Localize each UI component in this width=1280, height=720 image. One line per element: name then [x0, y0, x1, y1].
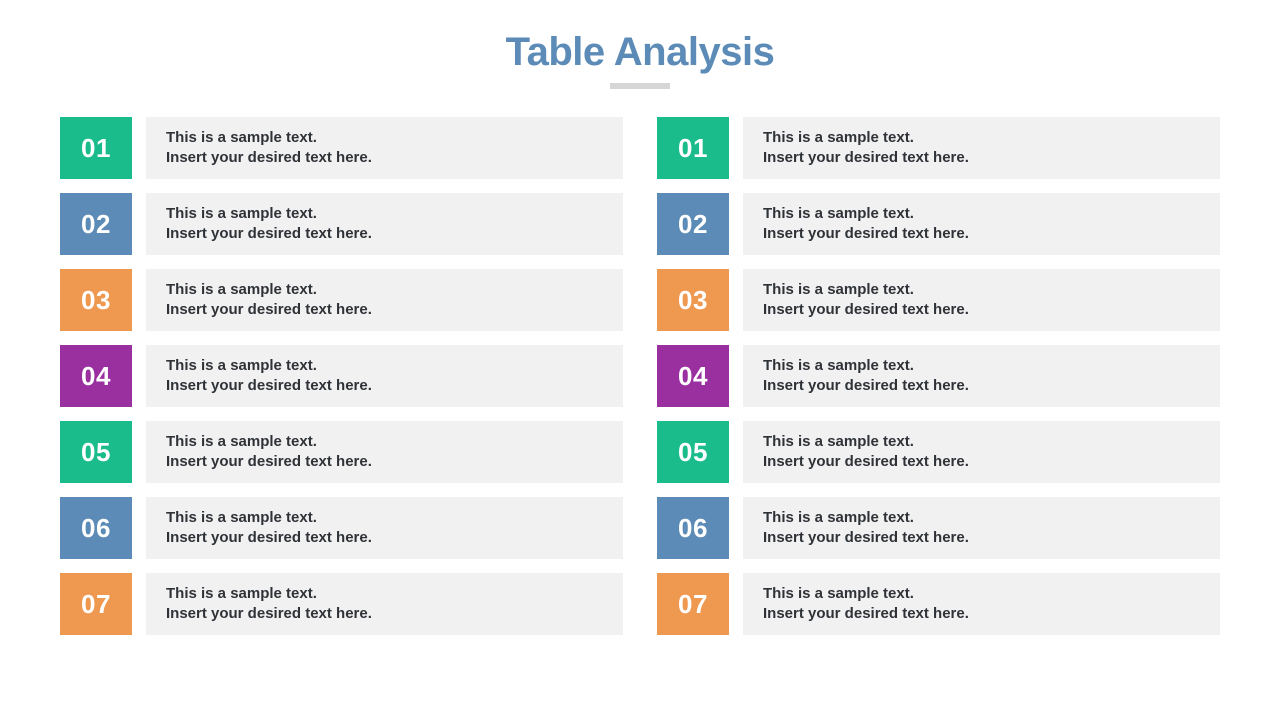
number-badge: 05 — [60, 421, 132, 483]
text-line-2: Insert your desired text here. — [763, 148, 1200, 168]
text-line-2: Insert your desired text here. — [166, 604, 603, 624]
text-box: This is a sample text.Insert your desire… — [743, 269, 1220, 331]
number-badge: 01 — [657, 117, 729, 179]
text-line-1: This is a sample text. — [166, 584, 603, 604]
text-line-2: Insert your desired text here. — [763, 300, 1200, 320]
text-line-2: Insert your desired text here. — [166, 300, 603, 320]
text-box: This is a sample text.Insert your desire… — [743, 573, 1220, 635]
number-badge: 01 — [60, 117, 132, 179]
text-box: This is a sample text.Insert your desire… — [743, 117, 1220, 179]
text-line-1: This is a sample text. — [763, 204, 1200, 224]
text-box: This is a sample text.Insert your desire… — [743, 421, 1220, 483]
number-badge: 03 — [60, 269, 132, 331]
list-row: 05This is a sample text.Insert your desi… — [60, 421, 623, 483]
list-row: 06This is a sample text.Insert your desi… — [60, 497, 623, 559]
right-column: 01This is a sample text.Insert your desi… — [657, 117, 1220, 680]
number-badge: 07 — [657, 573, 729, 635]
text-line-2: Insert your desired text here. — [763, 528, 1200, 548]
number-badge: 02 — [657, 193, 729, 255]
list-row: 01This is a sample text.Insert your desi… — [60, 117, 623, 179]
text-line-1: This is a sample text. — [763, 356, 1200, 376]
list-row: 07This is a sample text.Insert your desi… — [657, 573, 1220, 635]
text-box: This is a sample text.Insert your desire… — [146, 573, 623, 635]
text-line-2: Insert your desired text here. — [166, 224, 603, 244]
text-box: This is a sample text.Insert your desire… — [146, 117, 623, 179]
text-line-1: This is a sample text. — [166, 280, 603, 300]
text-box: This is a sample text.Insert your desire… — [146, 269, 623, 331]
text-line-1: This is a sample text. — [166, 508, 603, 528]
text-box: This is a sample text.Insert your desire… — [146, 421, 623, 483]
list-row: 01This is a sample text.Insert your desi… — [657, 117, 1220, 179]
slide-title: Table Analysis — [60, 30, 1220, 75]
text-line-2: Insert your desired text here. — [166, 148, 603, 168]
title-block: Table Analysis — [60, 30, 1220, 89]
list-row: 03This is a sample text.Insert your desi… — [657, 269, 1220, 331]
columns: 01This is a sample text.Insert your desi… — [60, 117, 1220, 680]
text-box: This is a sample text.Insert your desire… — [146, 497, 623, 559]
text-line-2: Insert your desired text here. — [763, 452, 1200, 472]
text-line-1: This is a sample text. — [166, 432, 603, 452]
list-row: 06This is a sample text.Insert your desi… — [657, 497, 1220, 559]
text-line-1: This is a sample text. — [166, 356, 603, 376]
text-line-2: Insert your desired text here. — [763, 376, 1200, 396]
number-badge: 05 — [657, 421, 729, 483]
text-line-1: This is a sample text. — [763, 128, 1200, 148]
text-line-1: This is a sample text. — [166, 204, 603, 224]
text-line-2: Insert your desired text here. — [166, 528, 603, 548]
text-line-2: Insert your desired text here. — [763, 224, 1200, 244]
left-column: 01This is a sample text.Insert your desi… — [60, 117, 623, 680]
number-badge: 04 — [60, 345, 132, 407]
text-line-1: This is a sample text. — [763, 508, 1200, 528]
text-line-1: This is a sample text. — [763, 584, 1200, 604]
list-row: 02This is a sample text.Insert your desi… — [657, 193, 1220, 255]
text-box: This is a sample text.Insert your desire… — [743, 345, 1220, 407]
text-box: This is a sample text.Insert your desire… — [743, 497, 1220, 559]
list-row: 02This is a sample text.Insert your desi… — [60, 193, 623, 255]
number-badge: 06 — [60, 497, 132, 559]
text-box: This is a sample text.Insert your desire… — [146, 345, 623, 407]
list-row: 04This is a sample text.Insert your desi… — [60, 345, 623, 407]
text-line-2: Insert your desired text here. — [166, 452, 603, 472]
slide: Table Analysis 01This is a sample text.I… — [0, 0, 1280, 720]
number-badge: 04 — [657, 345, 729, 407]
text-box: This is a sample text.Insert your desire… — [743, 193, 1220, 255]
list-row: 07This is a sample text.Insert your desi… — [60, 573, 623, 635]
text-box: This is a sample text.Insert your desire… — [146, 193, 623, 255]
title-underline — [610, 83, 670, 89]
number-badge: 06 — [657, 497, 729, 559]
number-badge: 03 — [657, 269, 729, 331]
list-row: 04This is a sample text.Insert your desi… — [657, 345, 1220, 407]
text-line-1: This is a sample text. — [763, 432, 1200, 452]
list-row: 05This is a sample text.Insert your desi… — [657, 421, 1220, 483]
list-row: 03This is a sample text.Insert your desi… — [60, 269, 623, 331]
text-line-2: Insert your desired text here. — [763, 604, 1200, 624]
text-line-2: Insert your desired text here. — [166, 376, 603, 396]
text-line-1: This is a sample text. — [166, 128, 603, 148]
text-line-1: This is a sample text. — [763, 280, 1200, 300]
number-badge: 07 — [60, 573, 132, 635]
number-badge: 02 — [60, 193, 132, 255]
